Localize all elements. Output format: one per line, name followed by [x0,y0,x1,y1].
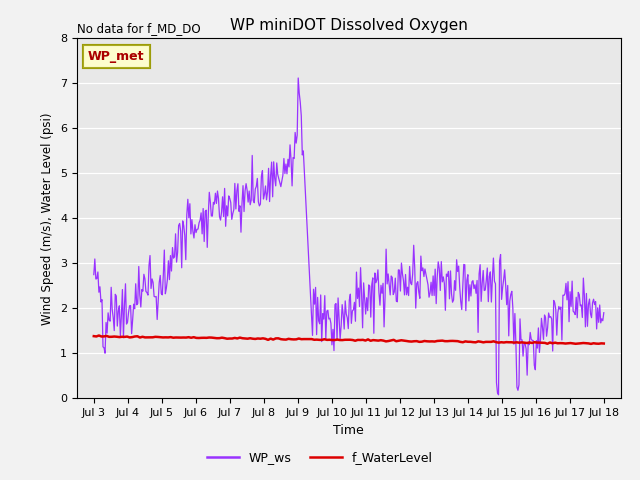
X-axis label: Time: Time [333,424,364,437]
Text: No data for f_MD_DO: No data for f_MD_DO [77,22,200,35]
Title: WP miniDOT Dissolved Oxygen: WP miniDOT Dissolved Oxygen [230,18,468,33]
Legend: WP_met: WP_met [83,45,150,68]
Legend: WP_ws, f_WaterLevel: WP_ws, f_WaterLevel [202,446,438,469]
Y-axis label: Wind Speed (m/s), Water Level (psi): Wind Speed (m/s), Water Level (psi) [42,112,54,324]
